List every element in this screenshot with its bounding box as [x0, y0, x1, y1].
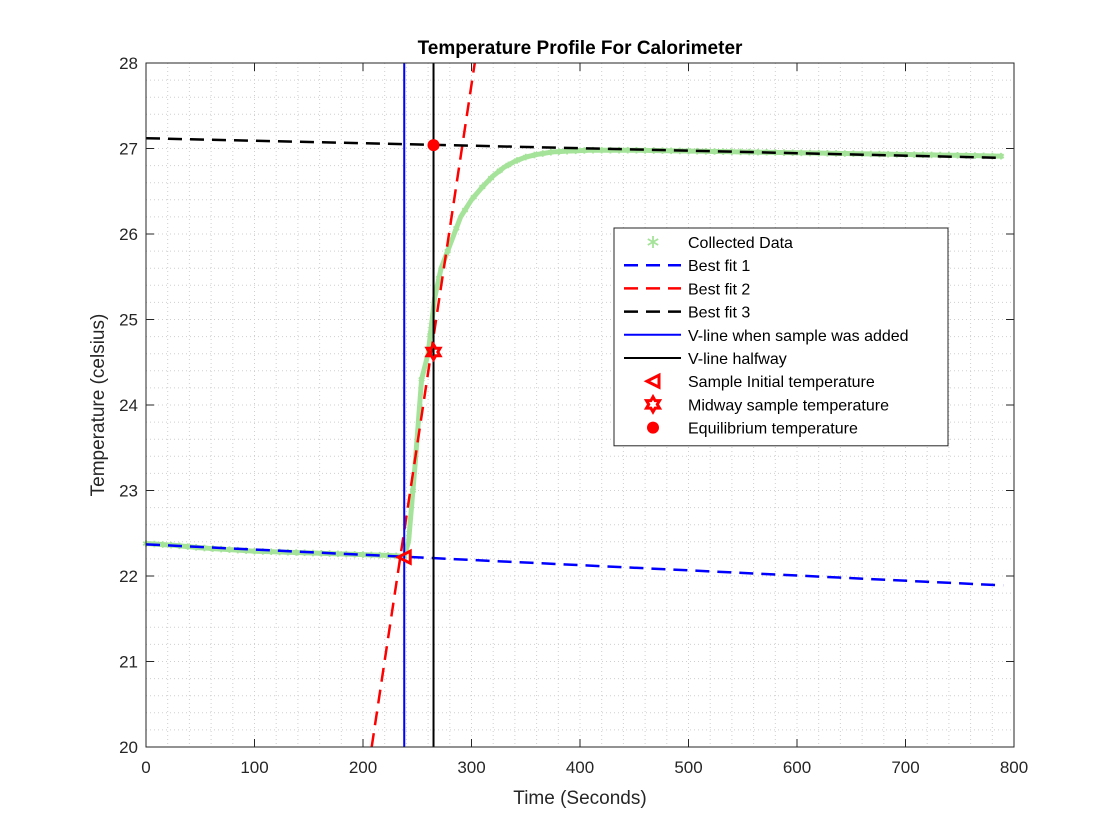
collected-data-point — [555, 148, 563, 155]
y-axis-label: Temperature (celsius) — [88, 314, 109, 497]
y-tick-label: 23 — [119, 482, 138, 501]
x-tick-label: 300 — [457, 758, 485, 777]
y-tick-label: 24 — [119, 396, 138, 415]
collected-data-point — [334, 550, 342, 558]
collected-data-point — [470, 193, 477, 201]
sample-initial-temperature-marker — [394, 548, 412, 566]
x-tick-label: 200 — [349, 758, 377, 777]
legend-label: Midway sample temperature — [688, 397, 889, 414]
legend-label: Best fit 1 — [688, 258, 750, 275]
collected-data-point — [418, 376, 425, 383]
collected-data-point — [513, 157, 521, 164]
collected-data-point — [359, 551, 367, 558]
y-tick-label: 20 — [119, 738, 138, 757]
legend-entry: V-line when sample was added — [624, 328, 909, 345]
collected-data-point — [479, 183, 486, 191]
collected-data-point — [522, 153, 530, 161]
collected-data-point — [954, 152, 961, 159]
collected-data-point — [711, 148, 718, 155]
equilibrium-temperature-marker — [427, 139, 440, 152]
y-tick-label: 27 — [119, 140, 138, 159]
collected-data-point — [496, 167, 504, 175]
x-tick-label: 600 — [783, 758, 811, 777]
legend: Collected Data Best fit 1 Best fit 2 Best f… — [613, 227, 949, 447]
collected-data-point — [624, 146, 632, 154]
legend-entry: Best fit 3 — [624, 305, 750, 322]
legend-label: Best fit 3 — [688, 305, 750, 322]
legend-entry: Equilibrium temperature — [647, 421, 858, 438]
legend-label: V-line when sample was added — [688, 328, 909, 345]
x-tick-label: 400 — [566, 758, 594, 777]
x-axis-label: Time (Seconds) — [513, 788, 646, 809]
y-tick-label: 21 — [119, 653, 138, 672]
legend-swatch — [647, 421, 659, 434]
legend-entry: Best fit 1 — [624, 258, 750, 275]
legend-label: Equilibrium temperature — [688, 421, 858, 438]
legend-swatch — [647, 236, 659, 248]
legend-entry: Sample Initial temperature — [643, 372, 875, 391]
collected-data-point — [409, 487, 417, 494]
collected-data-point — [487, 174, 495, 182]
y-tick-label: 26 — [119, 225, 138, 244]
x-tick-label: 500 — [674, 758, 702, 777]
x-tick-label: 0 — [141, 758, 150, 777]
collected-data-point — [184, 543, 192, 550]
best-fit-3-line — [145, 136, 1004, 160]
chart-title: Temperature Profile For Calorimeter — [418, 38, 743, 59]
collected-data-point — [539, 150, 547, 157]
collected-data-point — [159, 541, 167, 548]
legend-label: Best fit 2 — [688, 281, 750, 298]
legend-label: Collected Data — [688, 235, 793, 252]
midway-sample-temperature-marker — [424, 341, 443, 363]
best-fit-1-line — [145, 543, 1004, 587]
collected-data-point — [444, 247, 451, 255]
collected-data-point — [798, 149, 805, 157]
legend-swatch — [643, 372, 661, 390]
y-tick-label: 22 — [119, 567, 138, 586]
legend-label: V-line halfway — [688, 351, 787, 368]
grid — [146, 63, 1014, 747]
legend-label: Sample Initial temperature — [688, 374, 875, 391]
legend-entry: Midway sample temperature — [643, 393, 889, 415]
collected-data-point — [841, 150, 849, 157]
collected-data-point — [453, 225, 460, 232]
y-tick-label: 25 — [119, 311, 138, 330]
collected-data-point — [505, 161, 512, 169]
legend-entry: V-line halfway — [624, 351, 787, 368]
collected-data-point — [531, 151, 538, 159]
collected-data-point — [435, 274, 443, 282]
x-tick-label: 100 — [240, 758, 268, 777]
legend-entry: Collected Data — [647, 235, 793, 252]
collected-data-point — [292, 549, 300, 556]
collected-data-point — [426, 331, 434, 339]
x-tick-label: 800 — [1000, 758, 1028, 777]
y-tick-label: 28 — [119, 54, 138, 73]
legend-swatch — [643, 393, 663, 415]
collected-data-point — [884, 150, 892, 158]
legend-entry: Best fit 2 — [624, 281, 750, 298]
x-tick-label: 700 — [891, 758, 919, 777]
collected-data-point — [754, 148, 762, 156]
best-fit-2-line — [370, 62, 476, 748]
series-layer — [142, 62, 1005, 748]
collected-data-point — [667, 147, 675, 155]
collected-data-point — [226, 546, 233, 553]
ticks: 0 100 200 300 400 500 600 700 800 20 21 22 23 24 25 26 2… — [119, 54, 1028, 777]
collected-data-point — [997, 152, 1005, 160]
collected-data-point — [547, 148, 555, 156]
collected-data-point — [461, 206, 469, 214]
